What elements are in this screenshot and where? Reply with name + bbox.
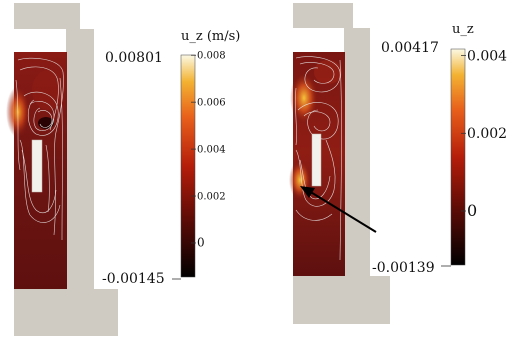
annotation-arrow (300, 186, 377, 233)
colorbar-tick-label: 0.004 (197, 145, 226, 156)
left-colorbar-min: -0.00145 (102, 271, 165, 287)
right-colorbar-min: -0.00139 (372, 260, 435, 276)
colorbar-tick-label: 0.002 (467, 126, 507, 142)
left-colorbar-title: u_z (m/s) (181, 29, 240, 44)
right-streamlines (295, 56, 342, 261)
colorbar-tick-label: 0 (197, 235, 205, 249)
left-colorbar-ticks: 0.008 0.006 0.004 0.002 0 (191, 51, 226, 249)
right-colorbar: 0.004 0.002 0 u_z 0.00417 -0.00139 (372, 22, 507, 276)
colorbar-tick-label: 0.006 (197, 98, 226, 109)
left-flow-field (6, 52, 67, 289)
left-obstacle (31, 139, 43, 193)
right-obstacle (311, 133, 322, 187)
colorbar-tick-label: 0.002 (197, 192, 226, 203)
left-colorbar-max: 0.00801 (105, 50, 163, 66)
right-colorbar-max: 0.00417 (381, 40, 439, 56)
colorbar-tick-label: 0.008 (197, 51, 226, 62)
left-colorbar-scale (180, 54, 196, 278)
colorbar-tick-label: 0.004 (467, 49, 507, 65)
colorbar-tick-label: 0 (467, 201, 477, 220)
left-geometry (14, 3, 118, 336)
right-panel: 0.004 0.002 0 u_z 0.00417 -0.00139 (289, 3, 507, 324)
right-flow-field (289, 52, 345, 276)
right-geometry (293, 3, 390, 324)
right-colorbar-title: u_z (452, 22, 474, 37)
right-colorbar-ticks: 0.004 0.002 0 (461, 49, 507, 220)
right-colorbar-scale (450, 48, 466, 266)
